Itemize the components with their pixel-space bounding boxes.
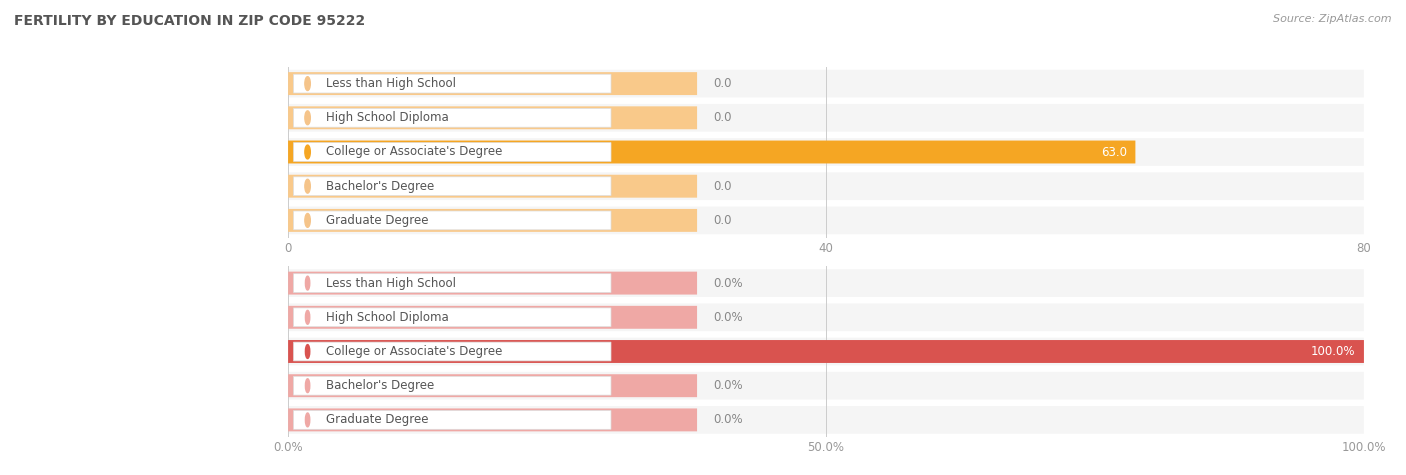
Text: 0.0%: 0.0%: [713, 379, 742, 392]
FancyBboxPatch shape: [288, 175, 697, 198]
FancyBboxPatch shape: [288, 304, 1364, 331]
Circle shape: [305, 413, 309, 427]
Text: Graduate Degree: Graduate Degree: [326, 413, 429, 427]
FancyBboxPatch shape: [288, 306, 697, 329]
Text: Bachelor's Degree: Bachelor's Degree: [326, 180, 434, 193]
FancyBboxPatch shape: [294, 177, 612, 196]
Circle shape: [305, 344, 309, 359]
Text: Source: ZipAtlas.com: Source: ZipAtlas.com: [1274, 14, 1392, 24]
Text: 63.0: 63.0: [1101, 145, 1126, 159]
FancyBboxPatch shape: [288, 106, 697, 129]
Text: Less than High School: Less than High School: [326, 77, 456, 90]
Text: High School Diploma: High School Diploma: [326, 111, 449, 124]
FancyBboxPatch shape: [288, 141, 1136, 163]
Circle shape: [305, 145, 311, 159]
Text: Less than High School: Less than High School: [326, 276, 456, 290]
FancyBboxPatch shape: [294, 308, 612, 327]
FancyBboxPatch shape: [288, 172, 1364, 200]
Text: College or Associate's Degree: College or Associate's Degree: [326, 145, 502, 159]
FancyBboxPatch shape: [294, 274, 612, 293]
Circle shape: [305, 276, 309, 290]
Text: 0.0: 0.0: [713, 180, 731, 193]
FancyBboxPatch shape: [294, 410, 612, 429]
FancyBboxPatch shape: [288, 340, 1364, 363]
FancyBboxPatch shape: [294, 376, 612, 395]
Text: 0.0%: 0.0%: [713, 413, 742, 427]
FancyBboxPatch shape: [288, 338, 1364, 365]
FancyBboxPatch shape: [288, 269, 1364, 297]
FancyBboxPatch shape: [294, 108, 612, 127]
Text: FERTILITY BY EDUCATION IN ZIP CODE 95222: FERTILITY BY EDUCATION IN ZIP CODE 95222: [14, 14, 366, 28]
Text: 0.0: 0.0: [713, 214, 731, 227]
FancyBboxPatch shape: [288, 72, 697, 95]
Text: College or Associate's Degree: College or Associate's Degree: [326, 345, 502, 358]
Text: Graduate Degree: Graduate Degree: [326, 214, 429, 227]
FancyBboxPatch shape: [294, 142, 612, 162]
FancyBboxPatch shape: [288, 104, 1364, 132]
Text: 0.0%: 0.0%: [713, 311, 742, 324]
FancyBboxPatch shape: [288, 272, 697, 294]
Circle shape: [305, 310, 309, 324]
FancyBboxPatch shape: [288, 374, 697, 397]
FancyBboxPatch shape: [294, 211, 612, 230]
FancyBboxPatch shape: [294, 342, 612, 361]
Circle shape: [305, 213, 311, 228]
Circle shape: [305, 111, 311, 125]
Text: 0.0%: 0.0%: [713, 276, 742, 290]
FancyBboxPatch shape: [288, 207, 1364, 234]
Circle shape: [305, 179, 311, 193]
Circle shape: [305, 379, 309, 393]
FancyBboxPatch shape: [288, 408, 697, 431]
Text: 0.0: 0.0: [713, 77, 731, 90]
Circle shape: [305, 76, 311, 91]
Text: Bachelor's Degree: Bachelor's Degree: [326, 379, 434, 392]
FancyBboxPatch shape: [288, 138, 1364, 166]
Text: High School Diploma: High School Diploma: [326, 311, 449, 324]
FancyBboxPatch shape: [294, 74, 612, 93]
FancyBboxPatch shape: [288, 70, 1364, 97]
FancyBboxPatch shape: [288, 406, 1364, 434]
FancyBboxPatch shape: [288, 209, 697, 232]
Text: 100.0%: 100.0%: [1310, 345, 1355, 358]
FancyBboxPatch shape: [288, 372, 1364, 399]
Text: 0.0: 0.0: [713, 111, 731, 124]
